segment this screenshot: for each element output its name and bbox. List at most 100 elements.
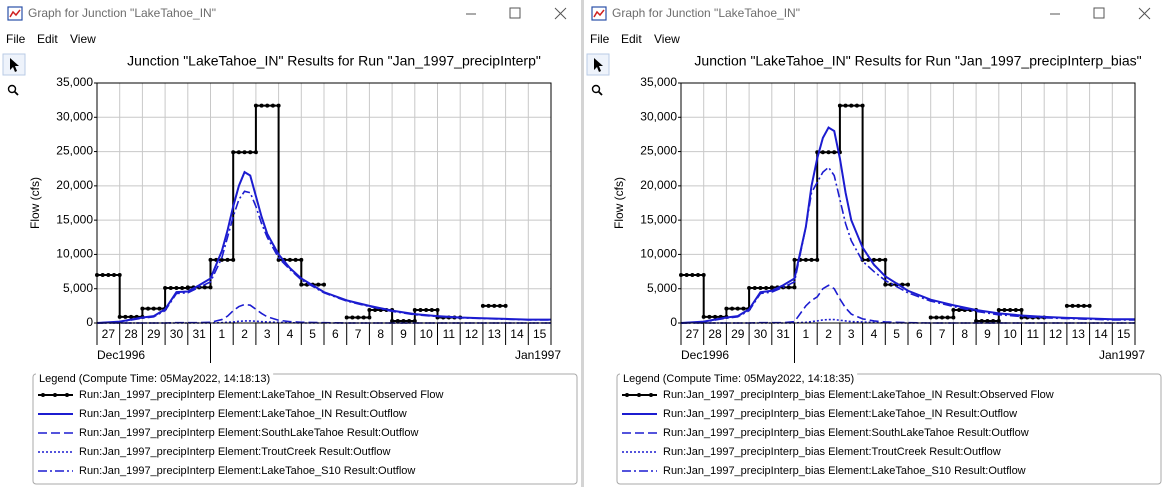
y-tick-label: 0 [86,315,93,329]
step-marker [407,318,412,323]
x-tick-label: 30 [754,327,768,341]
step-marker [707,314,712,319]
step-marker [837,103,842,108]
step-marker [418,307,423,312]
step-marker [713,314,718,319]
step-marker [764,286,769,291]
x-tick-label: 5 [893,327,900,341]
select-tool-icon[interactable] [10,58,19,72]
step-marker [112,273,117,277]
x-tick-label: 13 [1072,327,1086,341]
y-tick-label: 0 [670,315,677,329]
step-marker [322,282,326,287]
zoom-tool-handle[interactable] [597,90,603,96]
step-marker [957,307,962,312]
window-icon [591,6,607,21]
chart-title: Junction "LakeTahoe_IN" Results for Run … [127,53,541,69]
legend-label: Run:Jan_1997_precipInterp Element:SouthL… [79,427,418,439]
step-marker [367,307,372,312]
x-tick-label: 6 [332,327,339,341]
step-marker [123,314,128,319]
step-marker [871,257,876,262]
step-marker [412,307,417,312]
x-tick-label: 2 [241,327,248,341]
step-marker [769,285,774,290]
step-marker [287,257,292,262]
step-marker [208,257,213,262]
step-marker [820,150,825,155]
legend-marker [65,393,69,397]
x-tick-label: 4 [871,327,878,341]
step-marker [701,314,706,319]
x-tick-label: 4 [287,327,294,341]
step-marker [696,273,701,277]
legend-label: Run:Jan_1997_precipInterp Element:LakeTa… [79,465,415,477]
step-marker [236,150,241,155]
step-marker [974,318,979,323]
series-line [680,166,1135,324]
x-tick-label: 15 [1117,327,1131,341]
step-marker [934,315,939,320]
window: Graph for Junction "LakeTahoe_IN"File Edi… [2,6,578,485]
x-tick-label: 13 [488,327,502,341]
step-marker [180,286,185,291]
zoom-tool-handle[interactable] [13,90,19,96]
step-marker [792,257,797,262]
step-marker [1076,303,1081,308]
step-marker [843,103,848,108]
step-marker [492,303,497,308]
x-tick-label: 29 [147,327,161,341]
x-tick-label: 28 [124,327,138,341]
menu-item[interactable]: View [654,32,680,46]
legend-label: Run:Jan_1997_precipInterp_bias Element:L… [663,465,1026,477]
step-marker [174,286,179,291]
step-marker [503,303,508,308]
x-tick-label: 9 [984,327,991,341]
step-marker [106,273,111,277]
step-marker [373,307,378,312]
menu-item[interactable]: File [6,32,26,46]
step-marker [985,318,990,323]
x-tick-label: 14 [510,327,524,341]
legend-box [616,373,1162,485]
step-marker [100,273,105,277]
step-marker [265,103,270,108]
zoom-tool-icon[interactable] [7,84,17,94]
menu-item[interactable]: Edit [37,32,58,46]
window-divider [581,0,584,487]
close-button[interactable] [554,7,567,20]
menu-item[interactable]: File [590,32,610,46]
step-marker [276,257,281,262]
close-button[interactable] [1138,7,1151,20]
menu-item[interactable]: Edit [621,32,642,46]
step-marker [219,257,224,262]
maximize-button[interactable] [509,7,521,19]
step-marker [146,306,151,311]
menu-item[interactable]: View [70,32,96,46]
x-tick-label: 28 [708,327,722,341]
legend-title: Legend (Compute Time: 05May2022, 14:18:3… [623,373,854,385]
x-tick-label: 12 [1049,327,1063,341]
step-marker [401,318,406,323]
step-marker [730,306,735,311]
step-marker [832,150,837,155]
period-label: Jan1997 [515,348,561,362]
y-axis-label: Flow (cfs) [612,177,626,229]
y-tick-label: 25,000 [640,144,677,158]
x-tick-label: 31 [192,327,206,341]
x-tick-label: 10 [1003,327,1017,341]
zoom-tool-icon[interactable] [591,84,601,94]
step-marker [429,307,434,312]
step-marker [344,315,349,320]
icon-graph [9,9,21,18]
x-tick-label: 27 [686,327,700,341]
maximize-button[interactable] [1093,7,1105,19]
step-marker [741,306,746,311]
step-marker [854,103,859,108]
step-marker [259,103,264,108]
select-tool-icon[interactable] [594,58,603,72]
x-tick-label: 29 [731,327,745,341]
step-marker [350,315,355,320]
x-tick-label: 30 [170,327,184,341]
